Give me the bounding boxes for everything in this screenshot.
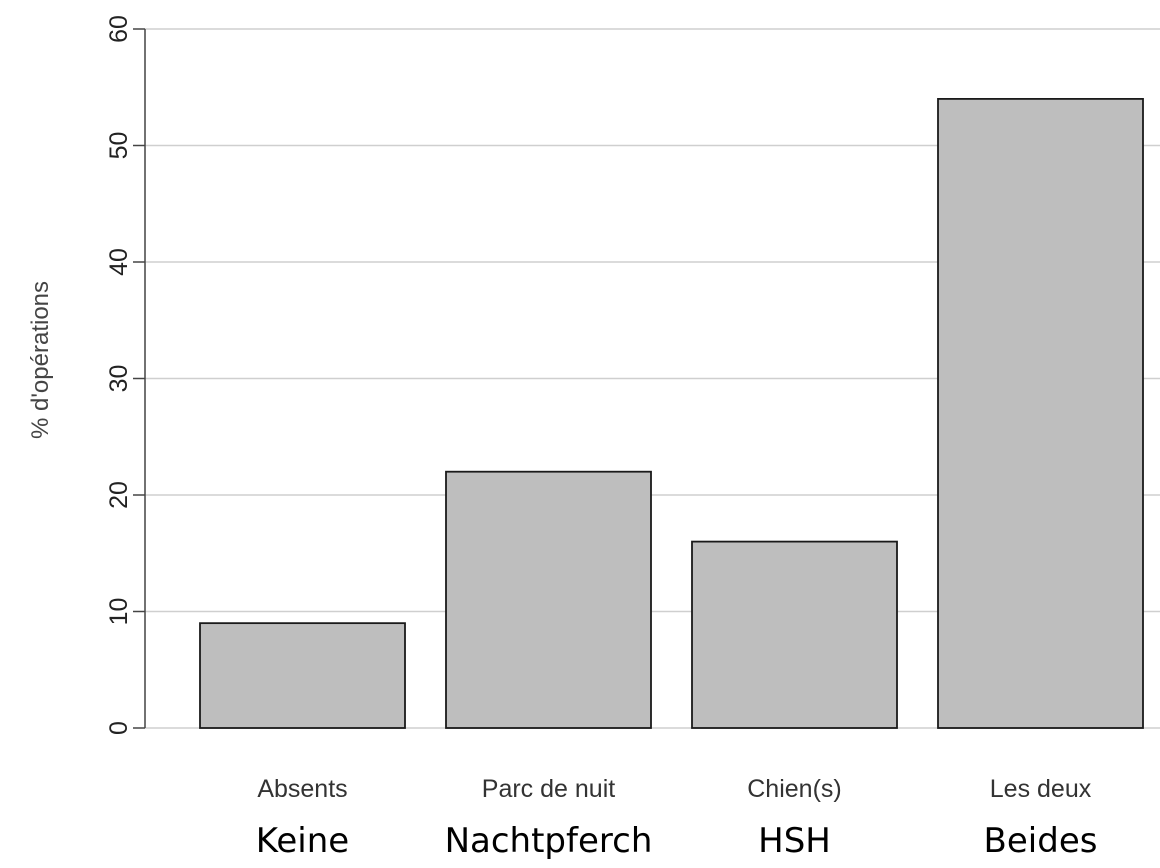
gridlines [145,28,1160,729]
bar [445,470,652,729]
y-tick-label: 50 [105,132,133,160]
translation-label: Beides [984,821,1098,861]
x-category-label: Chien(s) [747,775,841,803]
category-labels: Absents Parc de nuit Chien(s) Les deux [257,775,1091,803]
bar [199,622,406,729]
y-tick-label: 60 [105,15,133,43]
bar [937,98,1144,729]
y-axis-ticks: 0 10 20 30 40 50 60 [105,15,145,735]
y-tick-label: 40 [105,248,133,276]
y-axis-label: % d'opérations [27,281,54,439]
bar [691,540,898,729]
translation-label: HSH [758,821,831,861]
translation-label: Keine [256,821,349,861]
y-tick-label: 0 [105,721,133,735]
y-tick-label: 10 [105,598,133,626]
x-category-label: Les deux [990,775,1092,803]
x-category-label: Parc de nuit [482,775,615,803]
x-category-label: Absents [257,775,347,803]
y-tick-label: 30 [105,365,133,393]
translation-label: Nachtpferch [445,821,653,861]
bars [199,98,1144,729]
y-tick-label: 20 [105,481,133,509]
translation-labels: Keine Nachtpferch HSH Beides [256,821,1098,861]
